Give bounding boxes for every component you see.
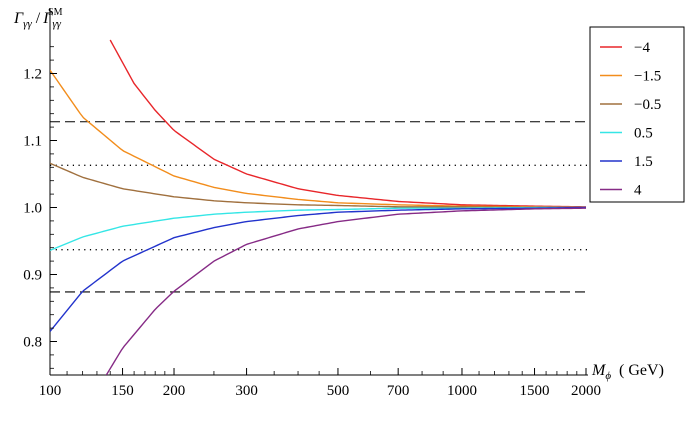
x-tick-label: 1000 [447, 383, 477, 399]
legend-box [589, 26, 685, 203]
x-tick-label: 1500 [520, 383, 550, 399]
x-tick-label: 100 [39, 383, 62, 399]
y-tick-label: 1.1 [23, 134, 42, 150]
y-tick-label: 0.8 [23, 335, 42, 351]
x-tick-label: 500 [327, 383, 350, 399]
x-tick-label: 150 [111, 383, 134, 399]
reference-lines [50, 121, 588, 293]
y-tick-label: 0.9 [23, 268, 42, 284]
legend-label: −0.5 [634, 97, 661, 113]
ticks: 100 150 200 300 500 700 1000 1500 2000 0.8 0.9 1.0 1… [23, 46, 601, 399]
x-tick-label: 300 [235, 383, 258, 399]
axes [49, 8, 588, 376]
legend-label: 0.5 [634, 126, 653, 142]
series-lines [50, 39, 586, 375]
legend-label: 4 [634, 183, 642, 199]
x-axis-title: Mϕ( GeV) [591, 362, 664, 382]
legend-label: −4 [634, 40, 650, 56]
legend: −4 −1.5 −0.5 0.5 1.5 4 [589, 26, 685, 203]
series-line [50, 69, 586, 209]
y-tick-label: 1.2 [23, 67, 42, 83]
y-tick-label: 1.0 [23, 201, 42, 217]
series-line [50, 206, 586, 332]
legend-label: −1.5 [634, 69, 661, 85]
series-line [105, 207, 586, 375]
x-tick-label: 700 [387, 383, 410, 399]
legend-label: 1.5 [634, 154, 653, 170]
x-tick-label: 200 [163, 383, 186, 399]
series-line [109, 39, 586, 208]
x-tick-label: 2000 [571, 383, 601, 399]
y-axis-title: Γγγ / ΓγγSM [13, 7, 63, 30]
